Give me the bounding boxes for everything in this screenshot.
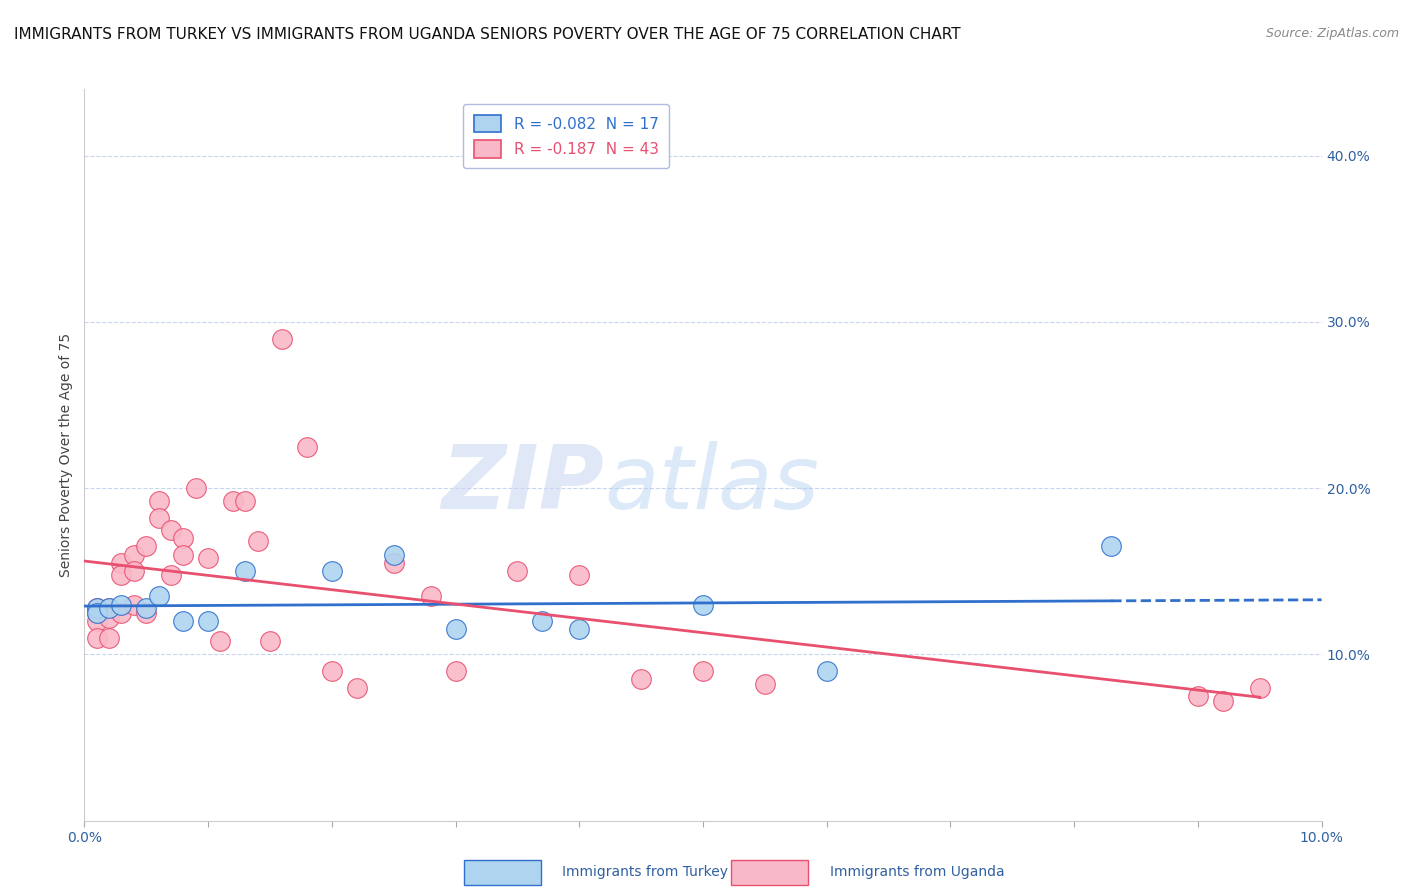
Point	[86, 606, 108, 620]
Point	[1249, 681, 1271, 695]
Point	[86, 606, 108, 620]
Point	[568, 567, 591, 582]
Point	[148, 511, 170, 525]
Point	[148, 494, 170, 508]
Point	[172, 614, 194, 628]
Point	[568, 623, 591, 637]
Point	[86, 631, 108, 645]
Legend: R = -0.082  N = 17, R = -0.187  N = 43: R = -0.082 N = 17, R = -0.187 N = 43	[463, 104, 669, 169]
Point	[172, 531, 194, 545]
Point	[184, 481, 207, 495]
Point	[86, 600, 108, 615]
Point	[135, 539, 157, 553]
Point	[815, 664, 838, 678]
Point	[321, 664, 343, 678]
Text: IMMIGRANTS FROM TURKEY VS IMMIGRANTS FROM UGANDA SENIORS POVERTY OVER THE AGE OF: IMMIGRANTS FROM TURKEY VS IMMIGRANTS FRO…	[14, 27, 960, 42]
Point	[110, 598, 132, 612]
Point	[444, 664, 467, 678]
Point	[222, 494, 245, 508]
Point	[98, 611, 121, 625]
Point	[86, 600, 108, 615]
Point	[197, 614, 219, 628]
Text: ZIP: ZIP	[441, 441, 605, 528]
Point	[630, 673, 652, 687]
Point	[122, 564, 145, 578]
Point	[382, 548, 405, 562]
Point	[122, 548, 145, 562]
Y-axis label: Seniors Poverty Over the Age of 75: Seniors Poverty Over the Age of 75	[59, 333, 73, 577]
Text: atlas: atlas	[605, 442, 818, 527]
Point	[233, 494, 256, 508]
Point	[122, 598, 145, 612]
Point	[98, 631, 121, 645]
Point	[135, 606, 157, 620]
Point	[86, 614, 108, 628]
Point	[110, 567, 132, 582]
Point	[419, 589, 441, 603]
Point	[271, 332, 294, 346]
Point	[295, 440, 318, 454]
Point	[346, 681, 368, 695]
Text: Immigrants from Uganda: Immigrants from Uganda	[830, 865, 1004, 880]
Point	[1212, 694, 1234, 708]
Point	[160, 523, 183, 537]
Point	[160, 567, 183, 582]
Point	[110, 606, 132, 620]
Point	[209, 634, 232, 648]
Point	[148, 589, 170, 603]
Point	[382, 556, 405, 570]
Point	[692, 598, 714, 612]
Point	[321, 564, 343, 578]
Point	[135, 600, 157, 615]
Point	[98, 600, 121, 615]
Point	[531, 614, 554, 628]
Point	[1099, 539, 1122, 553]
Point	[110, 556, 132, 570]
Point	[172, 548, 194, 562]
Point	[233, 564, 256, 578]
Point	[506, 564, 529, 578]
Text: Immigrants from Turkey: Immigrants from Turkey	[562, 865, 728, 880]
Point	[1187, 689, 1209, 703]
Point	[246, 534, 269, 549]
Point	[444, 623, 467, 637]
Text: Source: ZipAtlas.com: Source: ZipAtlas.com	[1265, 27, 1399, 40]
Point	[692, 664, 714, 678]
Point	[197, 551, 219, 566]
Point	[98, 600, 121, 615]
Point	[259, 634, 281, 648]
Point	[754, 677, 776, 691]
